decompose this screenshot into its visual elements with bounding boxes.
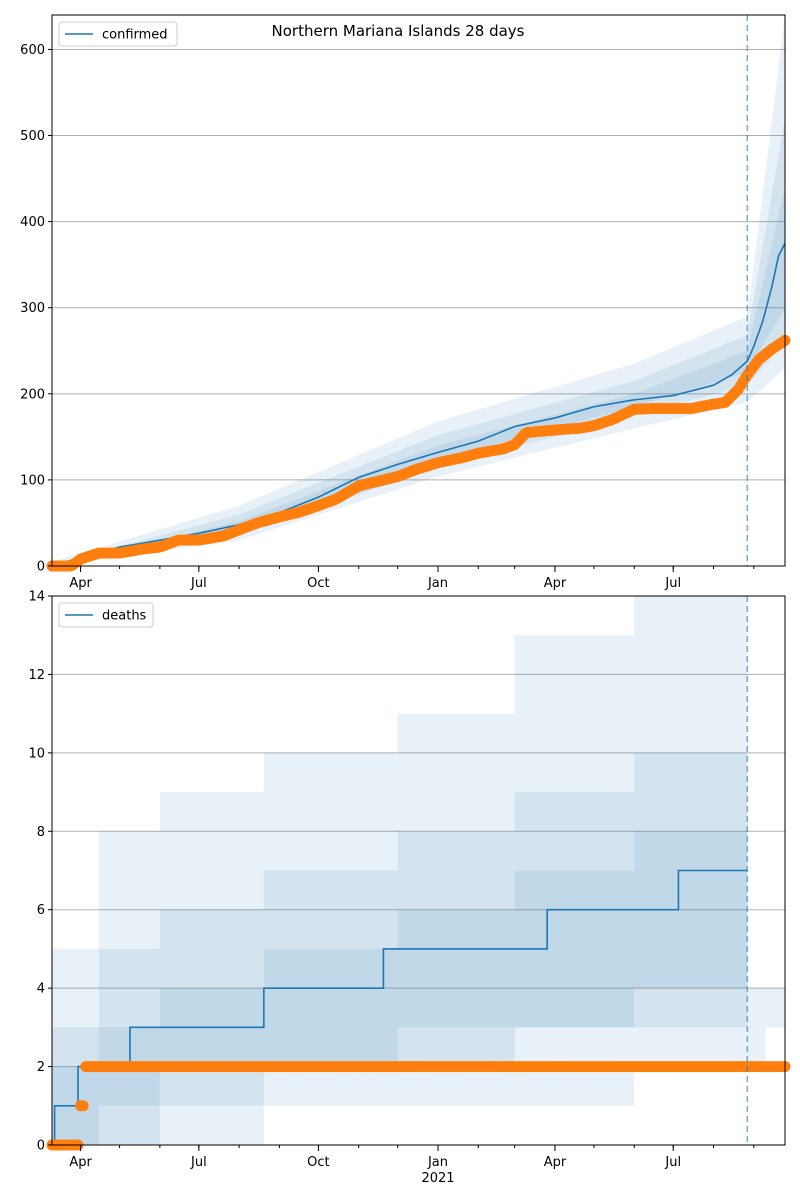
uncertainty-band: [52, 15, 785, 566]
y-tick-label: 300: [20, 301, 45, 316]
legend-label: deaths: [102, 609, 147, 624]
y-tick-label: 10: [28, 746, 45, 761]
y-tick-label: 8: [37, 825, 45, 840]
axes-frame: [51, 595, 786, 1146]
y-tick-label: 200: [20, 387, 45, 402]
uncertainty-band: [52, 713, 748, 1145]
uncertainty-band: [747, 988, 785, 1067]
y-tick-label: 4: [37, 982, 45, 997]
legend-label: confirmed: [102, 28, 168, 43]
deaths-panel: 0 2 4 6 8 10 12 14 Apr Jul Oct Jan Apr Jul 2021 deaths: [28, 590, 791, 1186]
y-tick-label: 12: [28, 668, 45, 683]
model-line-deaths: [52, 869, 748, 1146]
x-tick-label: Jul: [190, 1155, 207, 1170]
x-tick-label: Jan: [427, 576, 448, 591]
x-tick-label: Apr: [544, 576, 567, 591]
x-year-label: 2021: [421, 1171, 454, 1186]
legend: confirmed: [58, 21, 178, 47]
observed-point: [77, 1100, 89, 1112]
y-tick-label: 400: [20, 215, 45, 230]
y-tick-label: 2: [37, 1060, 45, 1075]
y-tick-label: 100: [20, 473, 45, 488]
x-tick-label: Apr: [69, 576, 92, 591]
x-tick-label: Oct: [307, 576, 329, 591]
y-tick-label: 0: [37, 1139, 45, 1154]
legend-frame: [58, 21, 178, 47]
y-tick-label: 500: [20, 129, 45, 144]
uncertainty-band: [52, 596, 748, 1145]
axes-frame: [51, 14, 786, 567]
x-tick-label: Jul: [664, 1155, 681, 1170]
legend: deaths: [58, 602, 154, 628]
uncertainty-band: [52, 118, 785, 566]
y-tick-label: 14: [28, 590, 45, 605]
x-tick-label: Jul: [190, 576, 207, 591]
model-line-confirmed: [51, 242, 786, 567]
x-tick-label: Oct: [307, 1155, 329, 1170]
uncertainty-band: [52, 792, 748, 1145]
y-tick-label: 0: [37, 560, 45, 575]
y-tick-label: 600: [20, 43, 45, 58]
x-tick-label: Apr: [69, 1155, 92, 1170]
y-tick-label: 6: [37, 903, 45, 918]
x-tick-label: Jan: [427, 1155, 448, 1170]
x-tick-label: Apr: [544, 1155, 567, 1170]
x-tick-label: Jul: [664, 576, 681, 591]
legend-frame: [58, 602, 154, 628]
figure-title: Northern Mariana Islands 28 days: [272, 22, 525, 40]
confirmed-panel: 0 100 200 300 400 500 600 Apr Jul Oct Jan Apr Jul con…: [20, 14, 791, 591]
